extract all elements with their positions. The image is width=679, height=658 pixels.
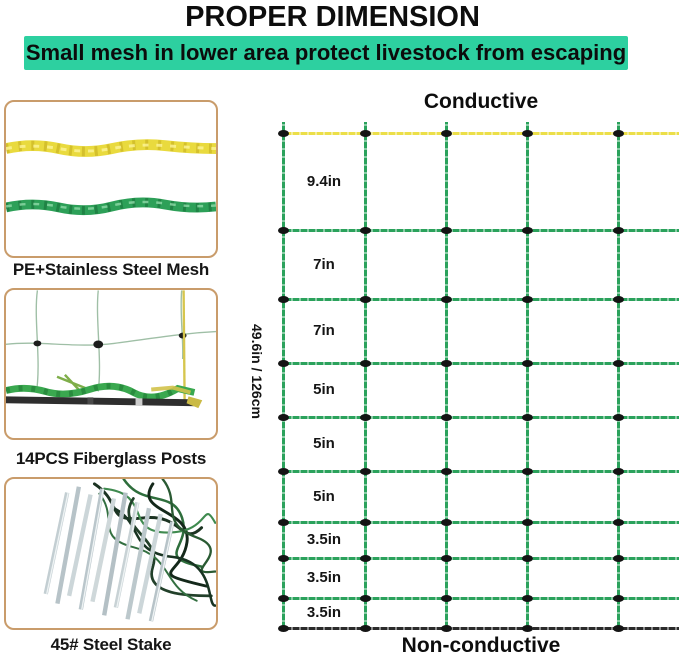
mesh-knot (440, 554, 452, 562)
feature-image-posts (4, 288, 218, 440)
mesh-row-height-label: 3.5in (306, 531, 342, 548)
mesh-knot (440, 226, 452, 234)
mesh-row-height-label: 9.4in (306, 172, 342, 190)
mesh-knot (359, 467, 371, 475)
mesh-knot (521, 518, 533, 526)
mesh-knot (277, 467, 289, 475)
mesh-row-height-label: 3.5in (306, 569, 342, 586)
mesh-knot (521, 295, 533, 303)
mesh-knot (359, 295, 371, 303)
mesh-knot (521, 594, 533, 602)
mesh-knot (521, 413, 533, 421)
mesh-row-height-label: 7in (313, 255, 335, 273)
mesh-knot (440, 594, 452, 602)
mesh-horizontal-wire (283, 415, 679, 419)
mesh-knot (277, 226, 289, 234)
feature-image-mesh (4, 100, 218, 258)
yellow-edge-string (182, 290, 186, 401)
mesh-knot (612, 359, 624, 367)
mesh-knot (521, 467, 533, 475)
mesh-knot (440, 129, 452, 137)
page-title: PROPER DIMENSION (185, 1, 480, 33)
mesh-knot (440, 624, 452, 632)
mesh-knot (440, 295, 452, 303)
post-illustration (6, 290, 216, 409)
stake-bundle (43, 486, 175, 622)
conductive-wire (283, 131, 679, 135)
mesh-knot (359, 413, 371, 421)
mesh-knot (440, 467, 452, 475)
mesh-knot (612, 554, 624, 562)
mesh-knot (521, 554, 533, 562)
mesh-knot (277, 129, 289, 137)
mesh-vertical-string (525, 122, 529, 630)
feature-image-stakes (4, 477, 218, 630)
mesh-knot (359, 554, 371, 562)
mesh-horizontal-wire (283, 228, 679, 232)
mesh-knot (277, 594, 289, 602)
mesh-vertical-string (444, 122, 448, 630)
mesh-knot (277, 518, 289, 526)
mesh-knot (521, 624, 533, 632)
loose-strand (56, 373, 87, 391)
yellow-rope (6, 139, 216, 157)
mesh-row-height-label: 5in (313, 381, 335, 398)
mesh-row-height-label: 3.5in (306, 604, 342, 621)
mesh-knot (612, 295, 624, 303)
conductive-label: Conductive (423, 90, 539, 113)
mesh-knot (359, 359, 371, 367)
green-rope (6, 197, 216, 216)
mesh-horizontal-wire (283, 556, 679, 560)
mesh-knot (612, 413, 624, 421)
mesh-knot (277, 413, 289, 421)
mesh-row-height-label: 7in (313, 322, 335, 339)
mesh-knot (521, 359, 533, 367)
mesh-horizontal-wire (283, 297, 679, 301)
mesh-knot (277, 295, 289, 303)
mesh-vertical-string (281, 122, 285, 630)
feature-caption-mesh: PE+Stainless Steel Mesh (12, 260, 210, 279)
mesh-knot (359, 226, 371, 234)
non-conductive-wire (283, 626, 679, 630)
mesh-knot (612, 594, 624, 602)
mesh-knot (277, 359, 289, 367)
mesh-row-height-label: 5in (313, 487, 335, 505)
mesh-vertical-string (363, 122, 367, 630)
mesh-knot (521, 129, 533, 137)
mesh-knot (359, 518, 371, 526)
mesh-horizontal-wire (283, 520, 679, 524)
feature-caption-stakes: 45# Steel Stake (50, 635, 172, 654)
mesh-knot (612, 624, 624, 632)
fiberglass-post-bar (6, 396, 199, 407)
mesh-knot (277, 554, 289, 562)
mesh-knot (440, 359, 452, 367)
mesh-horizontal-wire (283, 361, 679, 365)
mesh-knot (359, 129, 371, 137)
non-conductive-label: Non-conductive (401, 634, 561, 657)
mesh-knot (612, 226, 624, 234)
mesh-horizontal-wire (283, 469, 679, 473)
mesh-horizontal-wire (283, 596, 679, 600)
mesh-knot (359, 594, 371, 602)
mesh-knot (612, 129, 624, 137)
feature-caption-posts: 14PCS Fiberglass Posts (15, 449, 207, 468)
mesh-knot (277, 624, 289, 632)
mesh-knot (521, 226, 533, 234)
mesh-knot (440, 518, 452, 526)
mesh-knot (440, 413, 452, 421)
mesh-vertical-string (616, 122, 620, 630)
subtitle-banner: Small mesh in lower area protect livesto… (24, 36, 628, 70)
mesh-knot (612, 518, 624, 526)
mesh-knot (359, 624, 371, 632)
stake-illustration (43, 479, 216, 622)
rope-illustration (6, 139, 216, 216)
net-height-label: 49.6in / 126cm (249, 323, 265, 419)
mesh-row-height-label: 5in (313, 435, 335, 452)
yellow-clip (186, 396, 203, 409)
netting-tangle (92, 479, 216, 607)
mesh-knot (612, 467, 624, 475)
